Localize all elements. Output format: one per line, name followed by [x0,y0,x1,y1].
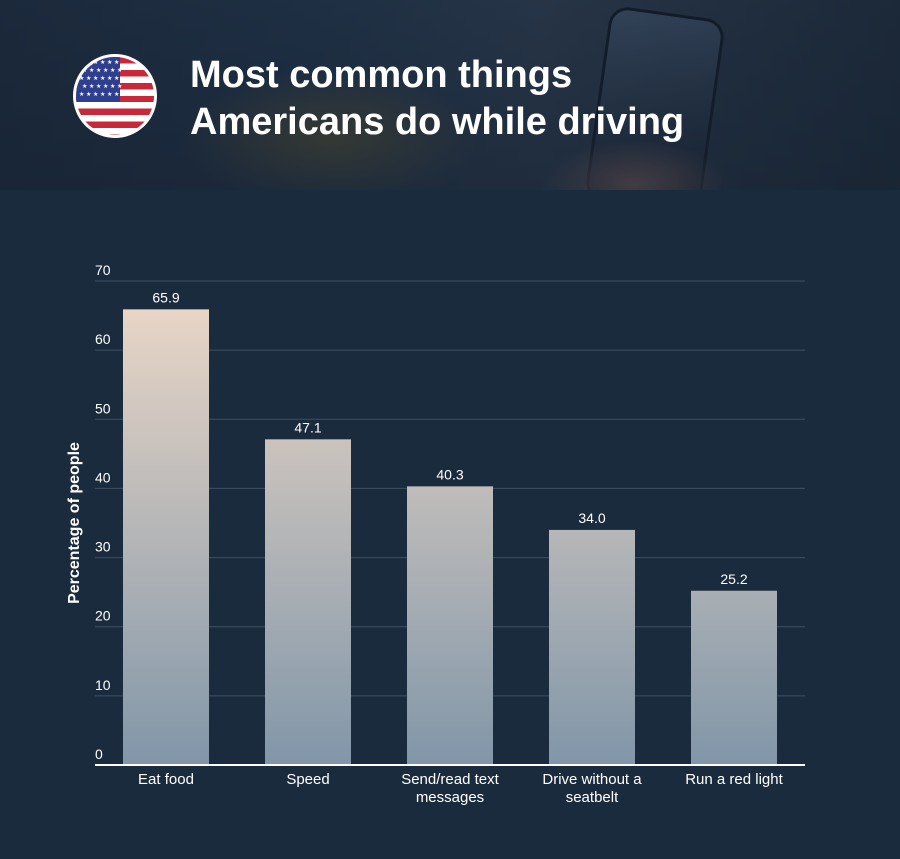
page-title: Most common things Americans do while dr… [190,52,870,146]
flag-star: ★ [110,68,116,74]
us-flag-icon: ★ ★ ★ ★ ★ ★ ★ ★ ★ ★ ★ ★ ★ ★ ★ ★ ★ ★ ★ ★ ★ ★ ★ ★ ★ ★ ★ ★ ★ ★ [73,54,157,138]
y-tick-label: 30 [95,539,111,555]
flag-star: ★ [93,60,99,66]
flag-star: ★ [100,60,106,66]
flag-star: ★ [117,68,123,74]
bar [265,439,351,765]
flag-star: ★ [79,76,85,82]
title-line-1: Most common things [190,54,573,96]
category-label-line: Eat food [138,771,194,788]
flag-star: ★ [107,76,113,82]
y-tick-label: 40 [95,469,111,485]
category-label: Send/read text messages [401,771,499,806]
category-label-line: messages [416,789,484,806]
flag-star: ★ [89,84,95,90]
flag-canton: ★ ★ ★ ★ ★ ★ ★ ★ ★ ★ ★ ★ ★ ★ ★ ★ ★ ★ ★ ★ ★ ★ ★ ★ ★ ★ ★ ★ ★ ★ [76,57,123,102]
y-tick-label: 60 [95,331,111,347]
category-label-line: seatbelt [566,789,619,806]
category-label-line: Speed [286,771,329,788]
y-tick-label: 20 [95,608,111,624]
flag-star: ★ [114,92,120,98]
category-label-line: Send/read text [401,771,499,788]
flag-star: ★ [79,60,85,66]
flag-star: ★ [107,92,113,98]
flag-star: ★ [114,60,120,66]
flag-star: ★ [107,60,113,66]
bars [123,309,777,765]
y-tick-label: 0 [95,746,103,762]
y-tick-label: 10 [95,677,111,693]
flag-star: ★ [89,68,95,74]
flag-star: ★ [100,76,106,82]
bar [123,309,209,765]
flag-star: ★ [86,76,92,82]
bar [549,529,635,765]
value-label: 47.1 [294,419,321,435]
y-tick-label: 70 [95,262,111,278]
flag-star: ★ [114,76,120,82]
y-tick-labels: 0 10 20 30 40 50 60 70 [95,262,111,762]
flag-star: ★ [86,92,92,98]
category-label-line: Drive without a [542,771,642,788]
y-axis-label: Percentage of people [66,442,83,604]
header-banner [0,0,900,190]
category-label: Run a red light [685,771,783,788]
flag-star: ★ [86,60,92,66]
flag-star: ★ [82,84,88,90]
flag-star: ★ [96,84,102,90]
flag-star: ★ [79,92,85,98]
flag-star: ★ [100,92,106,98]
flag-star: ★ [117,84,123,90]
flag-star: ★ [96,68,102,74]
flag-star: ★ [110,84,116,90]
flag-star: ★ [93,92,99,98]
flag-star: ★ [93,76,99,82]
bar [407,486,493,765]
category-labels: Eat food Speed Send/read text messages Drive… [138,771,784,806]
y-tick-label: 50 [95,400,111,416]
category-label: Drive without a seatbelt [542,771,642,806]
category-label-line: Run a red light [685,771,783,788]
category-label: Speed [286,771,329,788]
value-label: 40.3 [436,466,463,482]
flag-star: ★ [82,68,88,74]
bar [691,590,777,765]
category-label: Eat food [138,771,194,788]
title-line-2: Americans do while driving [190,101,685,143]
value-labels: 65.9 47.1 40.3 34.0 25.2 [152,289,747,586]
flag-star: ★ [103,84,109,90]
value-label: 34.0 [578,510,605,526]
value-label: 25.2 [720,571,747,587]
value-label: 65.9 [152,289,179,305]
flag-star: ★ [103,68,109,74]
